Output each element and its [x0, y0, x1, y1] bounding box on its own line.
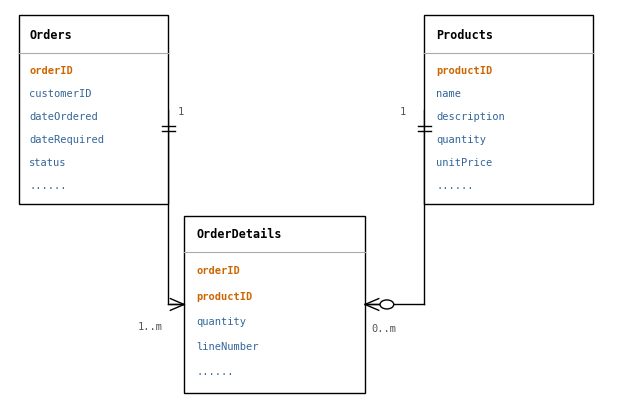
Bar	[184, 217, 365, 393]
Text: lineNumber: lineNumber	[197, 341, 259, 351]
Text: Products: Products	[436, 29, 493, 42]
Text: quantity: quantity	[197, 316, 246, 326]
Text: orderID: orderID	[29, 66, 73, 76]
Text: Orders: Orders	[29, 29, 72, 42]
Text: 1: 1	[399, 106, 406, 117]
Text: orderID: orderID	[197, 266, 240, 276]
Text: ......: ......	[29, 180, 67, 190]
Text: status: status	[29, 157, 67, 167]
Text: 1: 1	[178, 106, 184, 117]
Text: ......: ......	[436, 180, 474, 190]
Text: OrderDetails: OrderDetails	[197, 228, 282, 241]
Text: dateOrdered: dateOrdered	[29, 112, 98, 122]
Text: customerID: customerID	[29, 89, 92, 99]
Bar	[19, 16, 168, 204]
Text: productID: productID	[197, 291, 253, 301]
Text: dateRequired: dateRequired	[29, 135, 104, 144]
Text: name: name	[436, 89, 461, 99]
Text: ......: ......	[197, 366, 234, 376]
Text: description: description	[436, 112, 505, 122]
Circle shape	[380, 300, 394, 309]
Text: 1..m: 1..m	[137, 321, 162, 331]
Text: productID: productID	[436, 66, 492, 76]
Bar	[424, 16, 593, 204]
Text: quantity: quantity	[436, 135, 486, 144]
Text: unitPrice: unitPrice	[436, 157, 492, 167]
Text: 0..m: 0..m	[371, 323, 396, 333]
